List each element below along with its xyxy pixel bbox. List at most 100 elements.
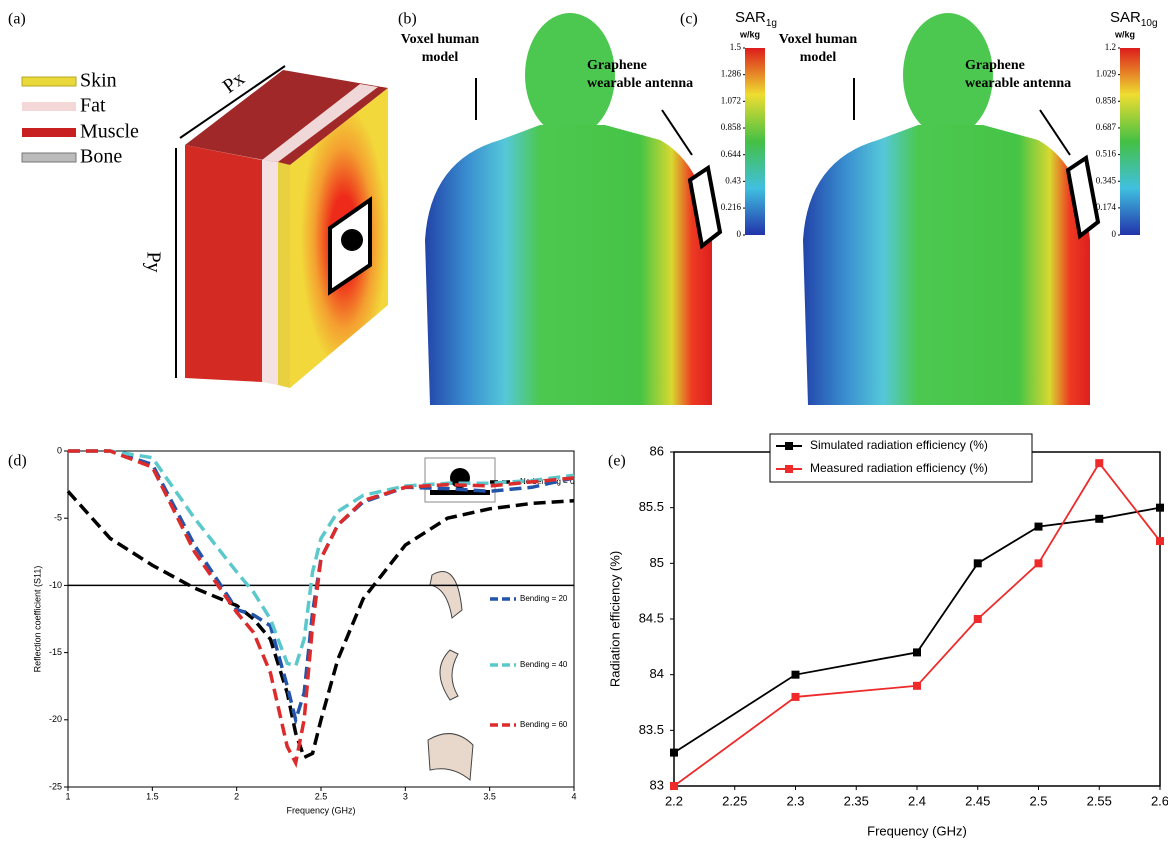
marker bbox=[913, 682, 921, 690]
colorbar-tick-label: 0.345 bbox=[1096, 175, 1117, 185]
x-tick-label: 3.5 bbox=[483, 791, 496, 801]
x-tick-label: 3 bbox=[403, 791, 408, 801]
colorbar-tick-label: 0.216 bbox=[721, 202, 742, 212]
y-tick-label: 83.5 bbox=[639, 722, 664, 737]
legend-label: Measured radiation efficiency (%) bbox=[810, 461, 988, 475]
colorbar-tick-label: 0 bbox=[1112, 229, 1117, 239]
x-tick-label: 2 bbox=[234, 791, 239, 801]
panel-label: (b) bbox=[398, 11, 417, 28]
inset-icon bbox=[428, 734, 473, 780]
marker bbox=[974, 559, 982, 567]
panel-label: (e) bbox=[608, 453, 626, 470]
x-axis-label: Frequency (GHz) bbox=[286, 805, 355, 815]
colorbar-tick-label: 1.2 bbox=[1105, 42, 1116, 52]
colorbar-title: SAR bbox=[1110, 9, 1141, 26]
annotation: model bbox=[800, 50, 837, 65]
marker bbox=[792, 671, 800, 679]
legend-label: Simulated radiation efficiency (%) bbox=[810, 438, 988, 452]
legend-swatch bbox=[22, 128, 76, 137]
x-tick-label: 2.5 bbox=[315, 791, 328, 801]
x-tick-label: 4 bbox=[571, 791, 576, 801]
annotation: Graphene bbox=[965, 58, 1025, 73]
y-tick-label: -15 bbox=[49, 647, 62, 657]
y-tick-label: -5 bbox=[54, 513, 62, 523]
x-tick-label: 2.25 bbox=[722, 793, 747, 808]
y-tick-label: 84 bbox=[650, 666, 664, 681]
colorbar-tick-label: 0.43 bbox=[725, 175, 741, 185]
y-tick-label: 83 bbox=[650, 777, 664, 792]
y-axis-label: Radiation efficiency (%) bbox=[607, 551, 622, 687]
y-tick-label: -20 bbox=[49, 714, 62, 724]
x-tick-label: 1 bbox=[65, 791, 70, 801]
colorbar-tick-label: 1.5 bbox=[730, 42, 742, 52]
marker bbox=[1035, 559, 1043, 567]
marker bbox=[1035, 523, 1043, 531]
y-tick-label: 85 bbox=[650, 555, 664, 570]
legend-label: Skin bbox=[80, 70, 117, 92]
legend-label: Bone bbox=[80, 146, 122, 168]
panel-a: (a) Skin Fat Muscle Bone Px Py bbox=[8, 11, 388, 388]
x-tick-label: 2.35 bbox=[844, 793, 869, 808]
legend-label: Bending = 40 bbox=[520, 660, 568, 669]
y-tick-label: -25 bbox=[49, 781, 62, 791]
x-tick-label: 2.4 bbox=[908, 793, 926, 808]
marker bbox=[792, 693, 800, 701]
series-line bbox=[674, 508, 1160, 753]
marker bbox=[670, 782, 678, 790]
colorbar bbox=[745, 48, 765, 235]
inset-icon bbox=[425, 458, 495, 502]
annotation: Graphene bbox=[587, 58, 647, 73]
colorbar-title: SAR1g bbox=[735, 9, 777, 29]
y-tick-label: 85.5 bbox=[639, 499, 664, 514]
colorbar-tick-label: 0.687 bbox=[1096, 122, 1117, 132]
x-tick-label: 2.55 bbox=[1087, 793, 1112, 808]
y-tick-label: 86 bbox=[650, 443, 664, 458]
panel-label: (a) bbox=[8, 11, 26, 28]
plot-frame bbox=[68, 451, 574, 787]
y-tick-label: 84.5 bbox=[639, 610, 664, 625]
legend-swatch bbox=[22, 102, 76, 111]
head bbox=[525, 13, 615, 137]
colorbar-title: SAR bbox=[735, 9, 766, 26]
colorbar-subscript: 1g bbox=[766, 18, 777, 29]
plot-frame bbox=[674, 452, 1160, 786]
annotation: wearable antenna bbox=[965, 76, 1071, 91]
colorbar-tick-label: 0.174 bbox=[1096, 202, 1117, 212]
annotation: Voxel human bbox=[401, 32, 480, 47]
torso bbox=[803, 125, 1090, 405]
x-tick-label: 2.5 bbox=[1029, 793, 1047, 808]
head bbox=[903, 13, 993, 137]
marker bbox=[1095, 459, 1103, 467]
colorbar-tick-label: 1.029 bbox=[1096, 69, 1117, 79]
legend-swatch bbox=[22, 77, 76, 86]
y-tick-label: -10 bbox=[49, 580, 62, 590]
colorbar-tick-label: 1.072 bbox=[721, 95, 741, 105]
y-axis-label: Reflection coefficient (S11) bbox=[32, 566, 42, 673]
colorbar-tick-label: 0.516 bbox=[1096, 149, 1117, 159]
colorbar-tick-label: 0 bbox=[737, 229, 742, 239]
dim-label: Py bbox=[142, 251, 164, 272]
colorbar-unit: w/kg bbox=[739, 29, 760, 39]
sar-image bbox=[425, 13, 720, 405]
panel-label: (d) bbox=[8, 453, 27, 470]
marker bbox=[1095, 515, 1103, 523]
sar-image bbox=[803, 13, 1098, 405]
x-tick-label: 2.3 bbox=[786, 793, 804, 808]
legend-label: Fat bbox=[80, 95, 106, 117]
colorbar-subscript: 10g bbox=[1141, 18, 1158, 29]
box-fat bbox=[262, 160, 278, 385]
colorbar-tick-label: 0.858 bbox=[721, 122, 742, 132]
marker bbox=[670, 749, 678, 757]
marker bbox=[913, 648, 921, 656]
legend-label: Bending = 60 bbox=[520, 720, 568, 729]
panel-label: (c) bbox=[680, 11, 698, 28]
torso bbox=[425, 125, 712, 405]
inset-icon bbox=[430, 572, 462, 618]
colorbar-tick-label: 1.286 bbox=[721, 69, 742, 79]
box-skin bbox=[278, 162, 290, 388]
legend-sample bbox=[785, 442, 793, 450]
colorbar-tick-label: 0.858 bbox=[1096, 95, 1117, 105]
series-line bbox=[674, 463, 1160, 786]
x-axis-label: Frequency (GHz) bbox=[867, 823, 967, 838]
colorbar-tick-label: 0.644 bbox=[721, 149, 742, 159]
